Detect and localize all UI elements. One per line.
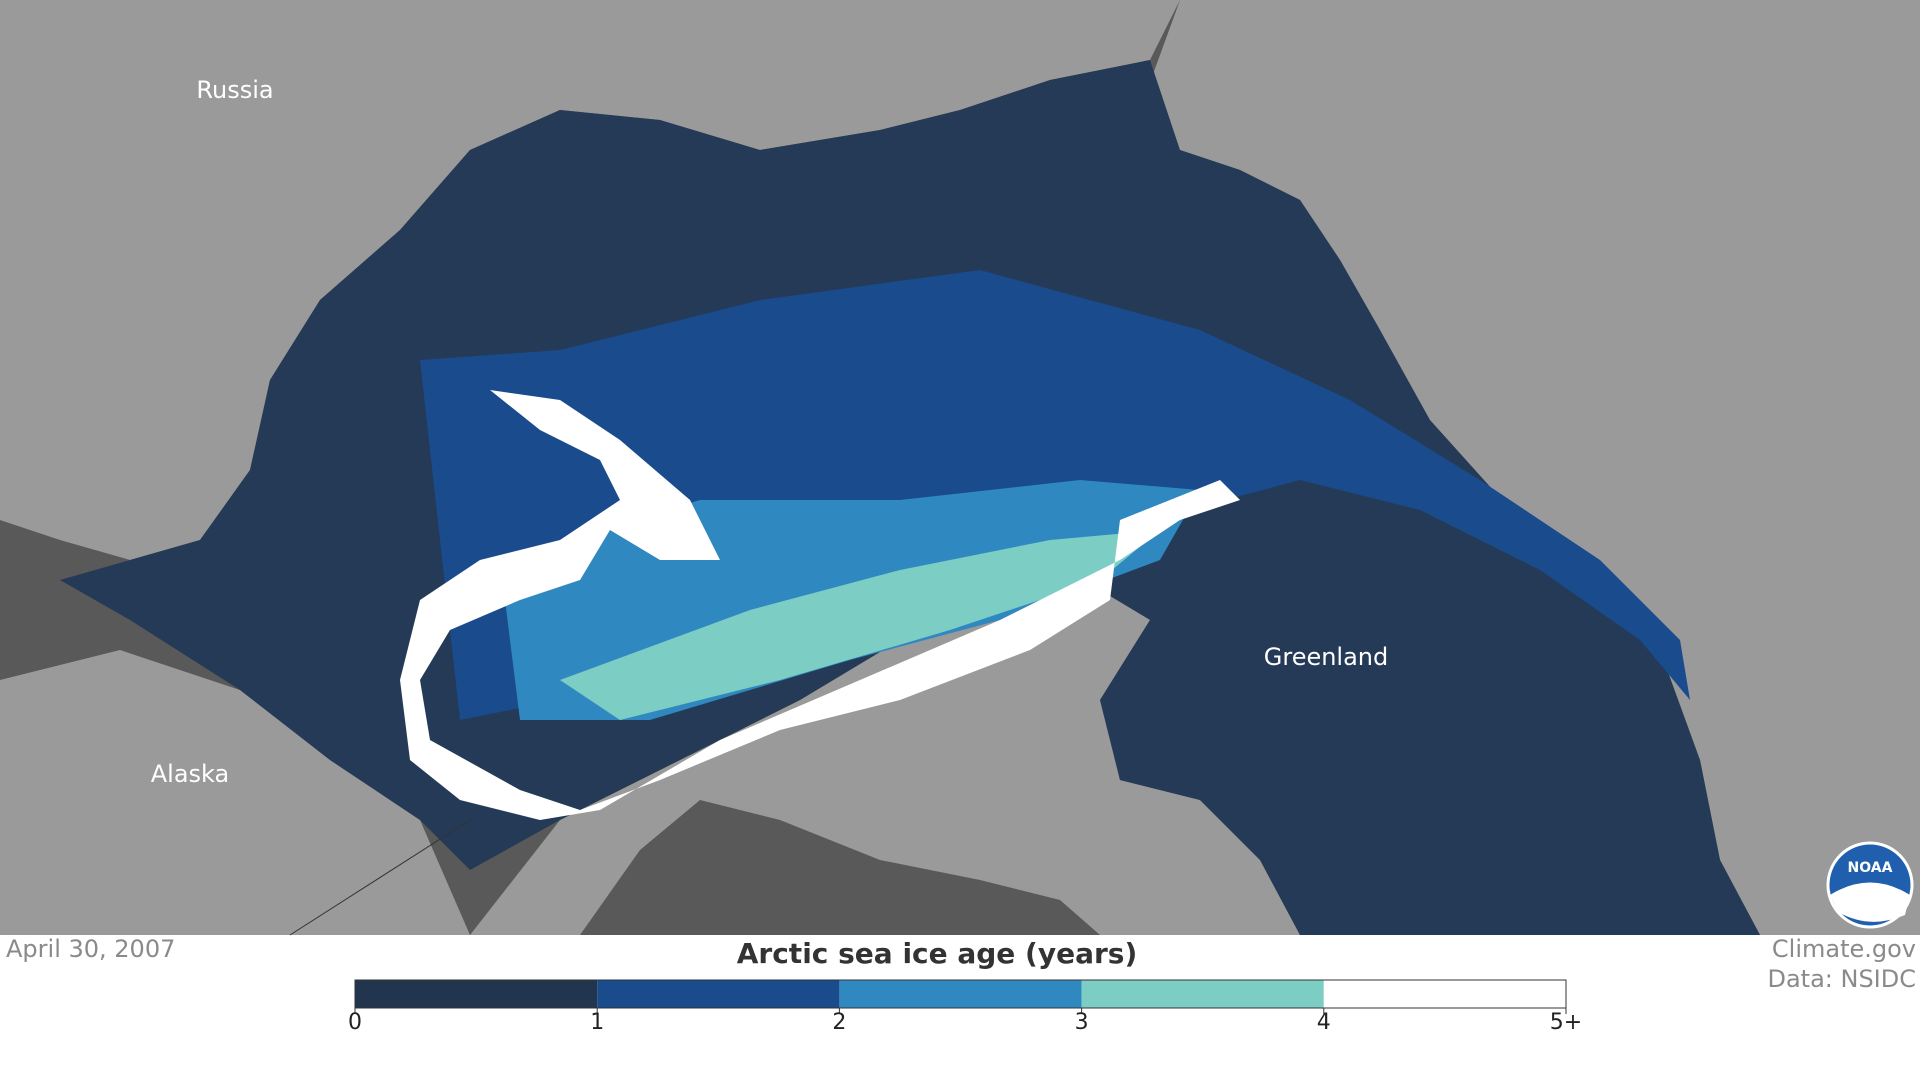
colorbar-segment [1323, 980, 1566, 1008]
tick-label: 4 [1317, 1010, 1331, 1035]
tick-label: 3 [1075, 1010, 1089, 1035]
ice-4-5 [400, 390, 1240, 820]
logo-text: NOAA [1848, 860, 1893, 876]
colorbar-segment [1081, 980, 1324, 1008]
tick-label: 2 [832, 1010, 846, 1035]
credit: Data: NSIDC [1767, 965, 1916, 993]
date: April 30, 2007 [6, 935, 175, 963]
map-line [289, 819, 471, 936]
ice-3-4 [560, 530, 1160, 720]
colorbar-segment [355, 980, 598, 1008]
colorbar: 0 1 2 3 4 5+ [348, 979, 1582, 1035]
tick-label: 5+ [1550, 1010, 1582, 1035]
map: Russia Alaska Greenland NOAA [0, 0, 1920, 936]
logo-wave [1830, 882, 1910, 922]
credit: Climate.gov [1772, 935, 1916, 963]
tick-label: 1 [590, 1010, 604, 1035]
colorbar-frame [354, 979, 1567, 1009]
land-russia [0, 0, 1180, 560]
tick-label: 0 [348, 1010, 362, 1035]
legend-title: Arctic sea ice age (years) [737, 937, 1138, 970]
noaa-logo: NOAA [1826, 841, 1914, 929]
map-label: Russia [196, 76, 273, 104]
colorbar-segment [839, 980, 1082, 1008]
colorbar-segment [597, 980, 840, 1008]
map-label: Alaska [151, 760, 229, 788]
map-label: Greenland [1264, 643, 1389, 671]
land-alaska [0, 650, 470, 935]
